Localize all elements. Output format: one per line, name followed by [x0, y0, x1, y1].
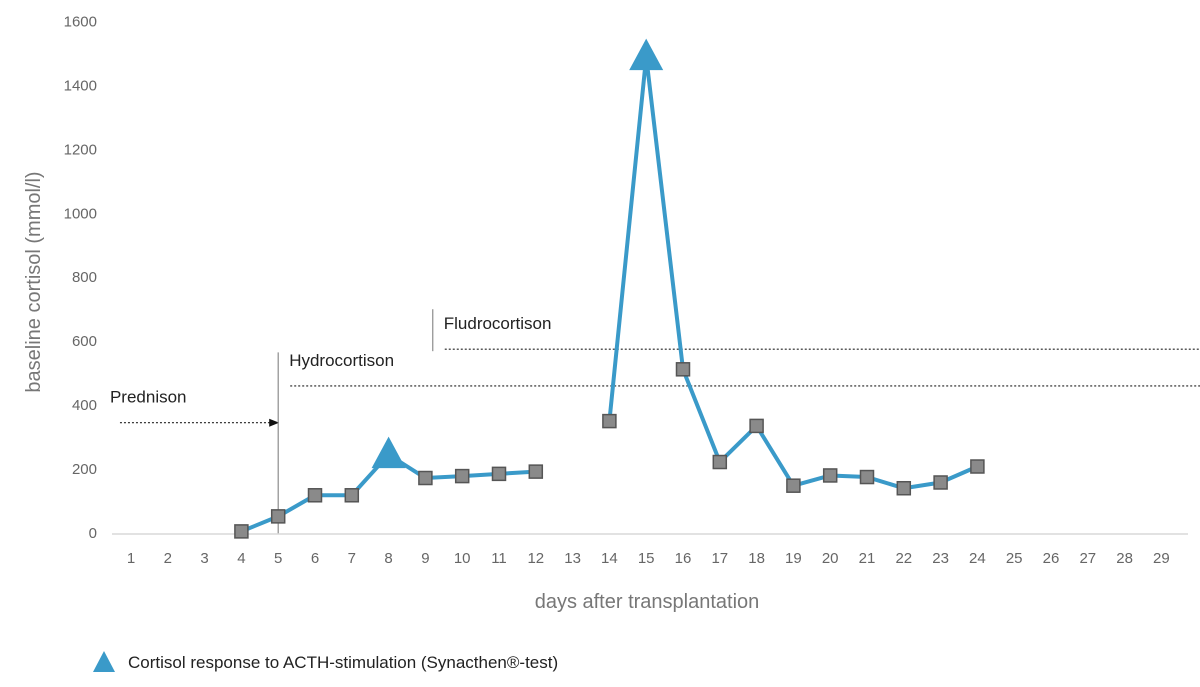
data-point-marker: [307, 488, 323, 503]
acth-response-marker: [371, 436, 406, 469]
y-tick-label: 1400: [64, 77, 97, 94]
legend-label: Cortisol response to ACTH-stimulation (S…: [128, 653, 558, 672]
data-point-marker: [528, 464, 544, 479]
treatment-label: Fludrocortison: [444, 314, 552, 333]
x-tick-label: 20: [822, 550, 839, 567]
data-point-marker: [933, 475, 948, 490]
x-tick-label: 7: [348, 550, 356, 567]
series-segment: [607, 54, 979, 491]
data-point-marker: [786, 478, 801, 493]
data-point-marker: [454, 468, 470, 484]
x-tick-label: 26: [1043, 550, 1060, 567]
data-point-marker: [234, 524, 249, 539]
data-point-marker: [344, 488, 360, 503]
x-tick-label: 1: [127, 550, 135, 567]
y-tick-label: 800: [72, 269, 97, 286]
data-point-marker: [712, 454, 728, 470]
data-point-marker: [602, 413, 617, 429]
x-tick-label: 27: [1079, 550, 1096, 567]
data-point-marker: [970, 459, 985, 474]
data-point-marker: [675, 362, 691, 377]
y-tick-label: 0: [89, 525, 97, 542]
data-point-marker: [896, 480, 912, 496]
x-tick-label: 28: [1116, 550, 1133, 567]
x-tick-label: 17: [711, 550, 728, 567]
y-tick-label: 1200: [64, 141, 97, 158]
legend: Cortisol response to ACTH-stimulation (S…: [93, 651, 558, 672]
x-tick-label: 24: [969, 550, 986, 567]
x-tick-label: 25: [1006, 550, 1023, 567]
x-axis-title: days after transplantation: [535, 591, 760, 613]
y-tick-label: 600: [72, 333, 97, 350]
data-point-marker: [270, 509, 286, 524]
x-tick-label: 29: [1153, 550, 1170, 567]
y-tick-label: 200: [72, 461, 97, 478]
x-tick-label: 4: [237, 550, 245, 567]
x-tick-label: 12: [527, 550, 544, 567]
x-tick-label: 21: [859, 550, 876, 567]
x-tick-label: 16: [675, 550, 692, 567]
treatment-annotations: Prednison Hydrocortison Fludrocortison: [110, 309, 1200, 534]
treatment-label: Hydrocortison: [289, 351, 394, 370]
data-point-marker: [859, 469, 875, 485]
y-tick-labels: 0 200 400 600 800 1000 1200 1400 1600: [64, 13, 97, 542]
data-point-marker: [749, 418, 764, 434]
x-tick-label: 18: [748, 550, 765, 567]
x-tick-label: 13: [564, 550, 581, 567]
y-tick-label: 1600: [64, 13, 97, 30]
x-tick-label: 23: [932, 550, 949, 567]
data-markers: [234, 38, 985, 539]
data-point-marker: [822, 468, 838, 483]
x-tick-label: 9: [421, 550, 429, 567]
x-tick-label: 6: [311, 550, 319, 567]
data-point-marker: [491, 466, 507, 482]
x-tick-label: 14: [601, 550, 618, 567]
x-tick-label: 11: [491, 550, 507, 567]
x-tick-label: 8: [384, 550, 392, 567]
treatment-label: Prednison: [110, 388, 187, 407]
x-tick-label: 3: [200, 550, 208, 567]
acth-response-marker: [629, 38, 664, 71]
x-tick-label: 19: [785, 550, 802, 567]
x-tick-label: 15: [638, 550, 655, 567]
series-line: [240, 54, 979, 534]
x-tick-label: 5: [274, 550, 282, 567]
y-axis-title: baseline cortisol (mmol/l): [23, 171, 45, 392]
x-tick-label: 10: [454, 550, 471, 567]
x-tick-label: 2: [164, 550, 172, 567]
x-tick-label: 22: [895, 550, 912, 567]
x-tick-labels: 1 2 3 4 5 6 7 8 9 10 11 12 13 14 15 16 17 18 19 20 21 22 23 24 2…: [127, 550, 1170, 567]
data-point-marker: [418, 470, 433, 486]
y-tick-label: 1000: [64, 205, 97, 222]
legend-triangle-icon: [93, 651, 115, 672]
y-tick-label: 400: [72, 397, 97, 414]
